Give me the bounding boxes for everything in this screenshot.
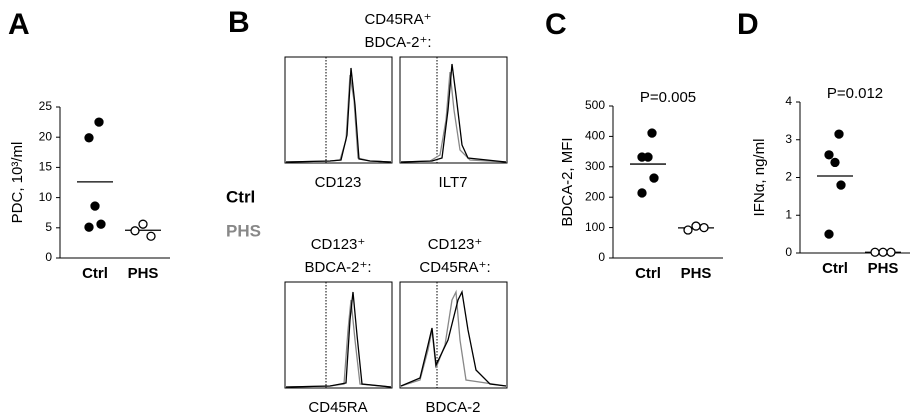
- panel-letter: B: [228, 6, 250, 39]
- data-point: [870, 247, 880, 257]
- histogram-label: BDCA-2: [425, 399, 480, 416]
- histogram-curve: [400, 71, 507, 163]
- y-axis-label: PDC, 10³/ml: [9, 142, 26, 224]
- data-point: [90, 201, 100, 211]
- y-axis-label: BDCA-2, MFI: [559, 137, 576, 226]
- group-title: CD45RA⁺: [364, 11, 431, 28]
- y-tick-label: 300: [585, 159, 605, 173]
- histogram-frame: [399, 281, 508, 389]
- histogram-label: ILT7: [439, 174, 468, 191]
- group-title: BDCA-2⁺:: [304, 259, 371, 276]
- y-tick-label: 0: [598, 250, 605, 264]
- histogram-curve: [285, 291, 392, 388]
- x-tick-label: PHS: [868, 260, 899, 277]
- data-point: [683, 225, 693, 235]
- histogram-curve: [400, 289, 507, 387]
- histogram-label: CD123: [315, 174, 362, 191]
- histogram-frame: [284, 56, 393, 164]
- data-point: [643, 152, 653, 162]
- annotation: P=0.012: [827, 85, 883, 102]
- data-point: [824, 150, 834, 160]
- data-point: [130, 226, 140, 236]
- histogram-curve: [285, 299, 392, 388]
- group-title: CD123⁺: [428, 236, 483, 253]
- data-point: [836, 180, 846, 190]
- data-point: [84, 222, 94, 232]
- x-tick-label: Ctrl: [635, 265, 661, 282]
- y-tick-label: 0: [45, 250, 52, 264]
- data-point: [691, 221, 701, 231]
- y-tick-label: 500: [585, 98, 605, 112]
- y-tick-label: 4: [785, 94, 792, 108]
- data-point: [84, 133, 94, 143]
- y-tick-label: 0: [785, 245, 792, 259]
- y-tick-label: 3: [785, 132, 792, 146]
- data-point: [878, 247, 888, 257]
- data-point: [649, 173, 659, 183]
- histogram-curve: [285, 67, 392, 163]
- group-title: CD45RA⁺:: [419, 259, 490, 276]
- group-title: CD123⁺: [311, 236, 366, 253]
- data-point: [886, 247, 896, 257]
- histogram-curve: [400, 289, 507, 387]
- y-tick-label: 20: [39, 129, 53, 143]
- legend-entry: PHS: [226, 221, 261, 240]
- data-point: [824, 229, 834, 239]
- x-tick-label: Ctrl: [82, 265, 108, 282]
- legend-entry: Ctrl: [226, 187, 255, 206]
- y-tick-label: 25: [39, 99, 53, 113]
- data-point: [834, 129, 844, 139]
- histogram-label: CD45RA: [308, 399, 367, 416]
- group-title: BDCA-2⁺:: [364, 34, 431, 51]
- histogram-frame: [399, 56, 508, 164]
- x-tick-label: PHS: [128, 265, 159, 282]
- y-tick-label: 1: [785, 207, 792, 221]
- data-point: [647, 128, 657, 138]
- histogram-curve: [400, 63, 507, 163]
- data-point: [699, 222, 709, 233]
- data-point: [138, 219, 148, 229]
- data-point: [830, 157, 840, 168]
- y-axis-label: IFNα, ng/ml: [751, 139, 768, 217]
- histogram-frame: [284, 281, 393, 389]
- annotation: P=0.005: [640, 89, 696, 106]
- y-tick-label: 2: [785, 170, 792, 184]
- x-tick-label: Ctrl: [822, 260, 848, 277]
- data-point: [96, 219, 106, 229]
- histogram-curve: [285, 74, 392, 163]
- y-tick-label: 100: [585, 220, 605, 234]
- data-point: [94, 117, 104, 127]
- y-tick-label: 400: [585, 129, 605, 143]
- y-tick-label: 200: [585, 189, 605, 203]
- panel-letter: C: [545, 8, 567, 41]
- y-tick-label: 5: [45, 220, 52, 234]
- x-tick-label: PHS: [681, 265, 712, 282]
- panel-letter: A: [8, 8, 30, 41]
- panel-letter: D: [737, 8, 759, 41]
- data-point: [637, 188, 647, 198]
- data-point: [146, 231, 156, 241]
- y-tick-label: 10: [39, 190, 53, 204]
- y-tick-label: 15: [39, 160, 53, 174]
